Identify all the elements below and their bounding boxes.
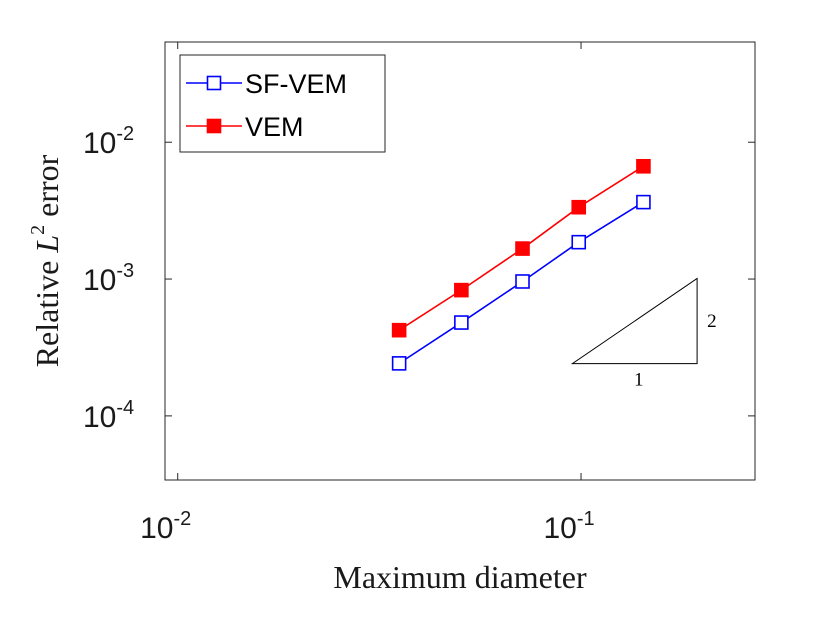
y-tick-exp-0: -4 — [116, 397, 134, 419]
y-tick-label-2: 10-2 — [83, 123, 134, 160]
axis-ticks: 10-2 10-110-410-310-2 — [83, 42, 755, 545]
data-point-vem-2 — [515, 241, 530, 256]
x-tick-exp-1: -1 — [577, 508, 595, 530]
data-point-vem-3 — [571, 199, 587, 215]
y-axis-title: Relative L2 error — [27, 154, 65, 367]
x-tick-exp-0: -2 — [174, 508, 192, 530]
legend-marker-vem — [206, 118, 222, 134]
legend-label-vem: VEM — [245, 112, 304, 142]
data-series — [391, 158, 651, 371]
y-tick-label-1: 10-3 — [83, 260, 134, 297]
y-tick-base-2: 10 — [83, 127, 116, 160]
slope-triangle-rise-label: 2 — [707, 311, 717, 332]
slope-triangle-shape — [570, 277, 698, 365]
y-axis-title-sup: 2 — [27, 225, 49, 235]
x-tick-label-1: 10-1 — [543, 508, 594, 545]
data-point-sf-vem-0 — [391, 356, 407, 371]
legend-box — [179, 54, 386, 153]
x-tick-base-1: 10 — [543, 512, 576, 545]
y-axis-title-var: L — [29, 235, 65, 254]
y-tick-label-0: 10-4 — [83, 397, 134, 434]
data-point-sf-vem-2 — [515, 274, 530, 289]
data-point-vem-0 — [391, 322, 407, 338]
legend-marker-sf-vem — [206, 75, 222, 91]
legend: SF-VEM VEM — [179, 54, 386, 153]
legend-label-sf-vem: SF-VEM — [245, 69, 347, 99]
y-tick-exp-1: -3 — [116, 260, 134, 282]
data-point-sf-vem-1 — [454, 315, 469, 330]
y-axis-title-prefix: Relative — [29, 261, 65, 368]
data-point-sf-vem-4 — [636, 194, 651, 210]
y-tick-exp-2: -2 — [116, 123, 134, 145]
data-point-sf-vem-3 — [571, 234, 587, 250]
y-axis-title-suffix: error — [29, 154, 65, 217]
slope-triangle-run-label: 1 — [634, 370, 644, 391]
x-tick-label-0: 10-2 — [140, 508, 191, 545]
x-axis-title: Maximum diameter — [333, 559, 587, 595]
slope-triangle: 12 — [570, 277, 717, 391]
y-tick-base-0: 10 — [83, 401, 116, 434]
y-tick-base-1: 10 — [83, 264, 116, 297]
x-tick-base-0: 10 — [140, 512, 173, 545]
data-point-vem-1 — [454, 282, 469, 298]
data-point-vem-4 — [636, 158, 651, 174]
